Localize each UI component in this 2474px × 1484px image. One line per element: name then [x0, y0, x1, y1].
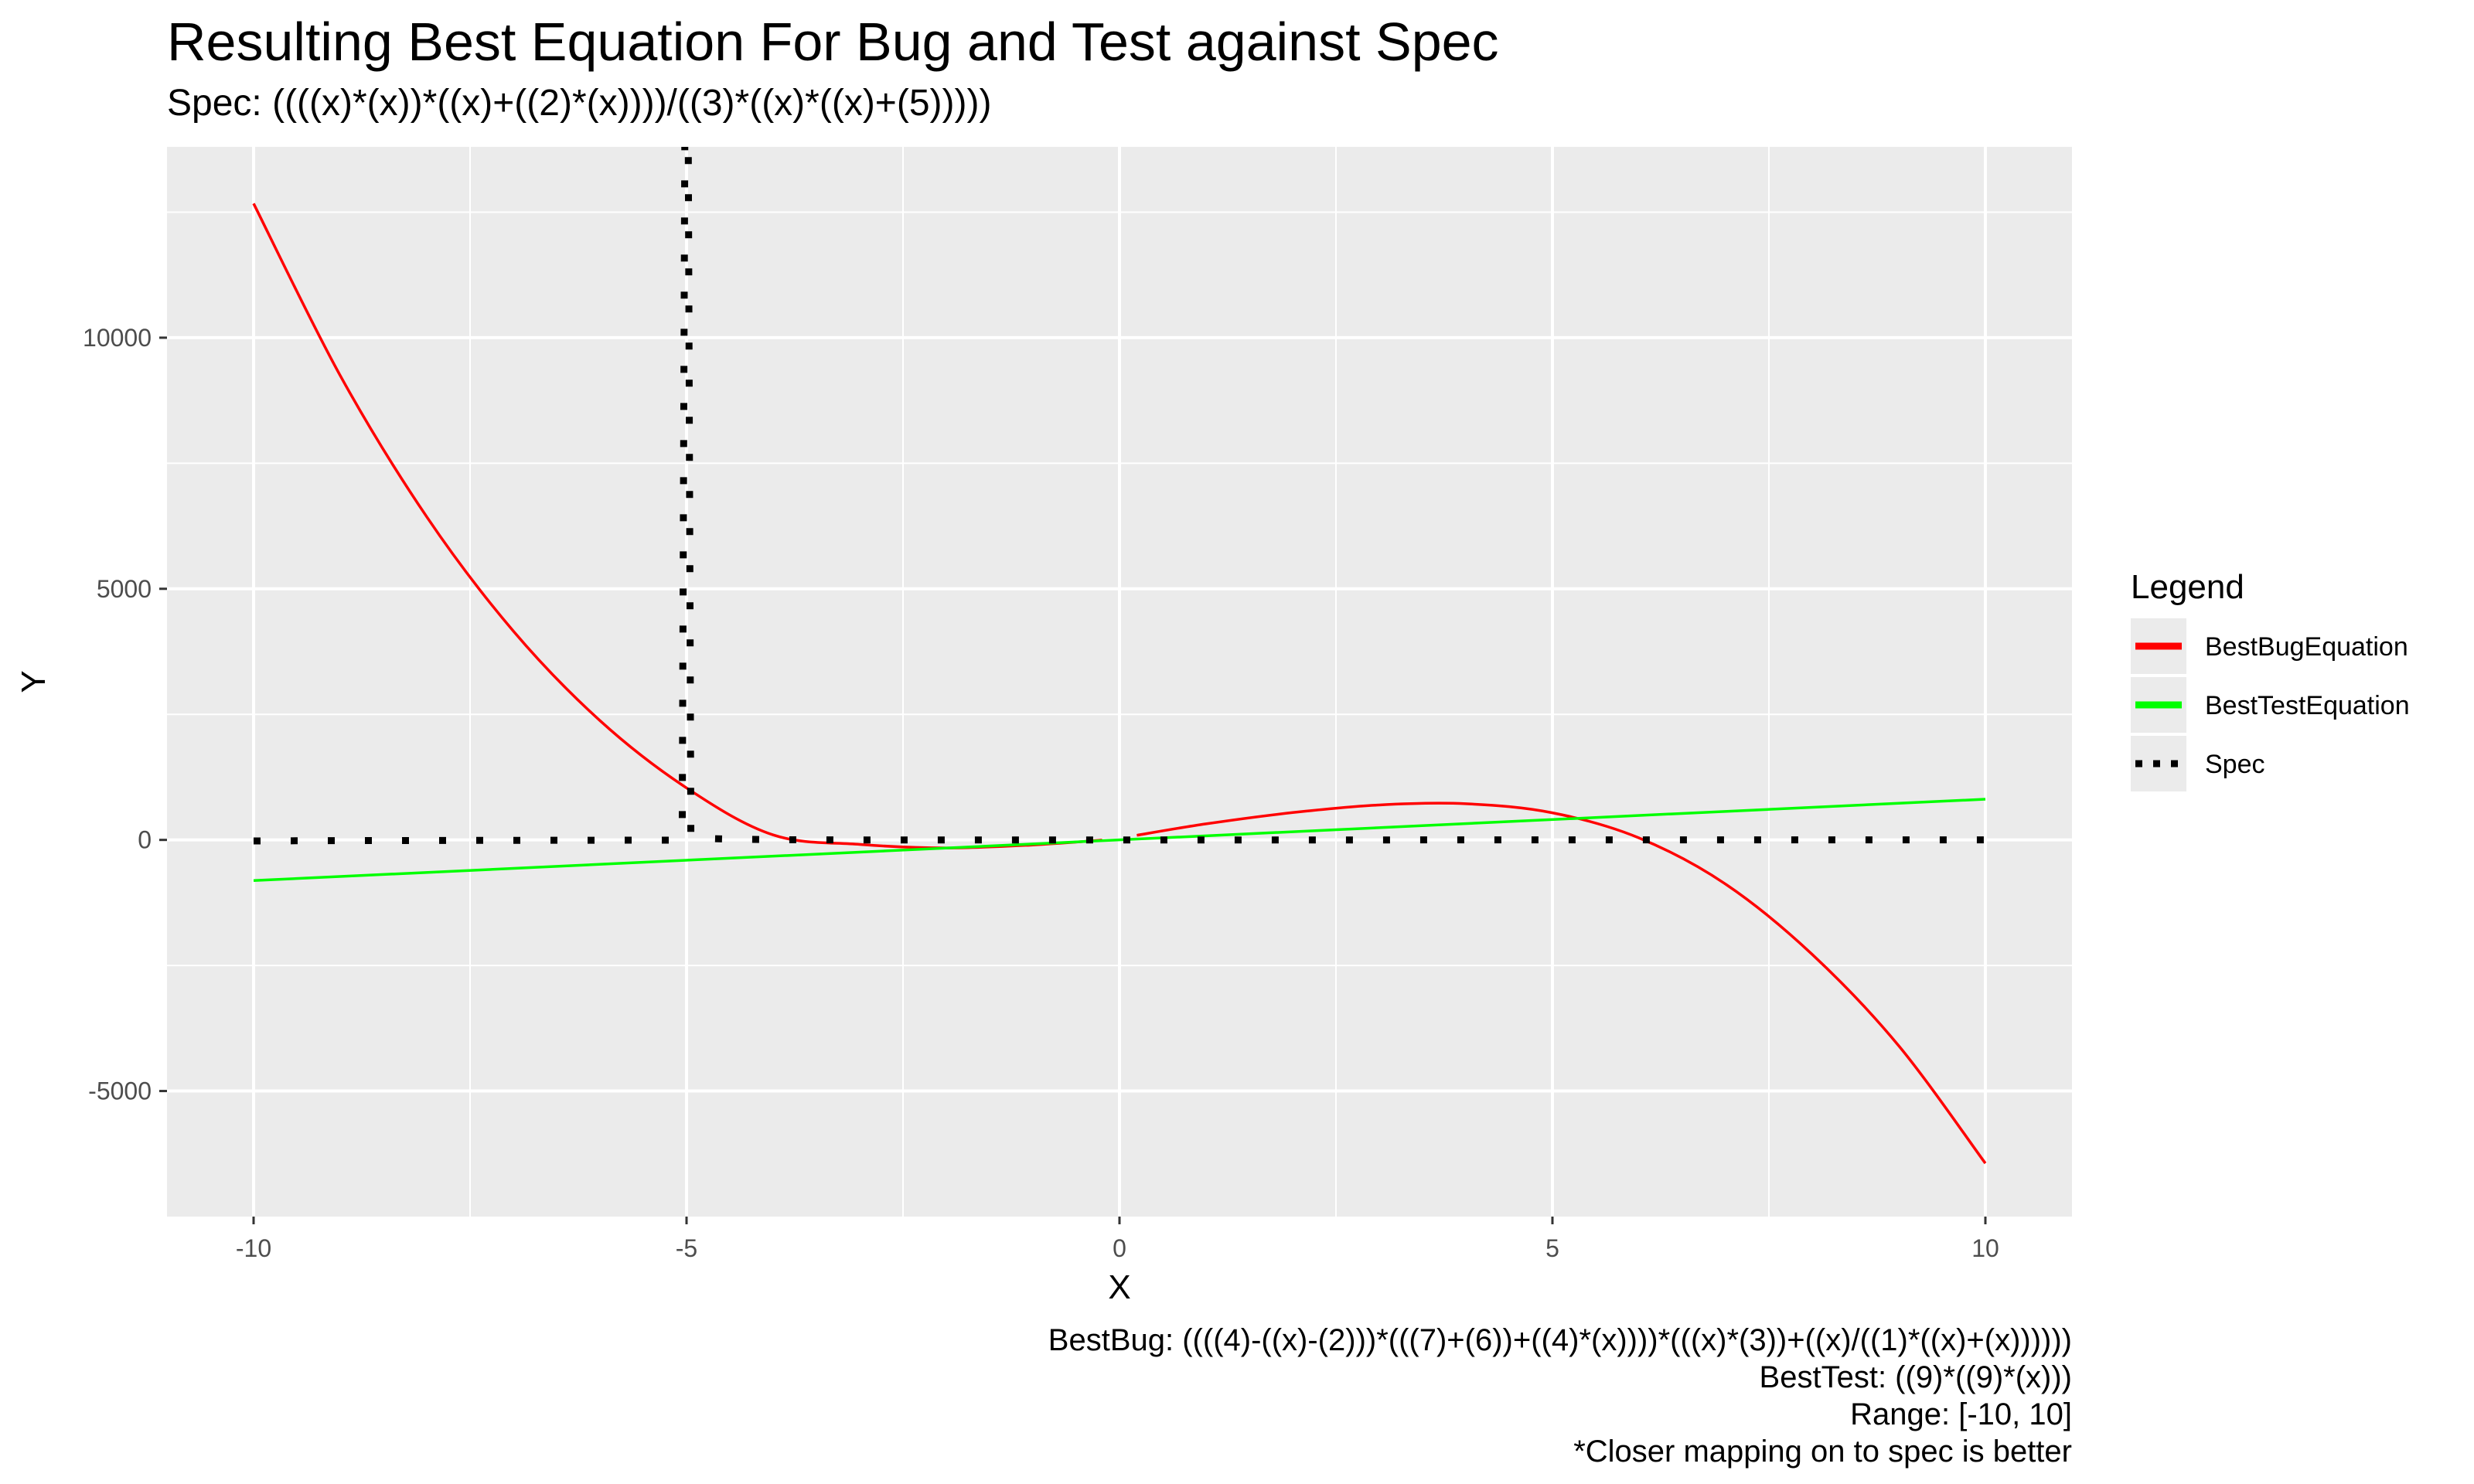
- x-tick-label: -10: [236, 1234, 271, 1262]
- x-tick-label: 5: [1545, 1234, 1559, 1262]
- caption-block: BestBug: ((((4)-((x)-(2)))*(((7)+(6))+((…: [371, 1322, 2072, 1470]
- x-tick-label: 10: [1971, 1234, 1999, 1262]
- x-tick-label: 0: [1113, 1234, 1126, 1262]
- axis-tick-labels: -10 -5 0 5 10 -5000 0 5000 10000: [83, 324, 1999, 1262]
- legend-label: Spec: [2205, 750, 2265, 779]
- x-tick-label: -5: [676, 1234, 697, 1262]
- y-tick-label: 10000: [83, 324, 152, 352]
- caption-bestbug: BestBug: ((((4)-((x)-(2)))*(((7)+(6))+((…: [1048, 1323, 2072, 1357]
- series-line-besttestequation: [253, 798, 1986, 883]
- legend-items: BestBugEquation BestTestEquation Spec: [2131, 618, 2410, 791]
- caption-range: Range: [-10, 10]: [1850, 1397, 2072, 1431]
- chart-title: Resulting Best Equation For Bug and Test…: [167, 12, 1499, 72]
- legend-label: BestTestEquation: [2205, 691, 2410, 720]
- legend-label: BestBugEquation: [2205, 632, 2408, 662]
- y-tick-label: 0: [138, 826, 152, 854]
- axis-ticks: [159, 336, 1987, 1224]
- x-axis-label: X: [1108, 1268, 1130, 1306]
- y-axis-label: Y: [15, 670, 53, 693]
- chart-subtitle: Spec: ((((x)*(x))*((x)+((2)*(x))))/((3)*…: [167, 83, 992, 124]
- y-tick-label: 5000: [97, 575, 152, 603]
- y-tick-label: -5000: [88, 1077, 152, 1105]
- legend-title: Legend: [2131, 568, 2244, 606]
- series-layer: [252, 147, 1987, 1165]
- legend: Legend BestBugEquation BestTestEquation Sp…: [2131, 568, 2410, 791]
- caption-besttest: BestTest: ((9)*((9)*(x))): [1759, 1360, 2072, 1394]
- caption-note: *Closer mapping on to spec is better: [1573, 1435, 2072, 1469]
- grid-major: [167, 147, 2072, 1217]
